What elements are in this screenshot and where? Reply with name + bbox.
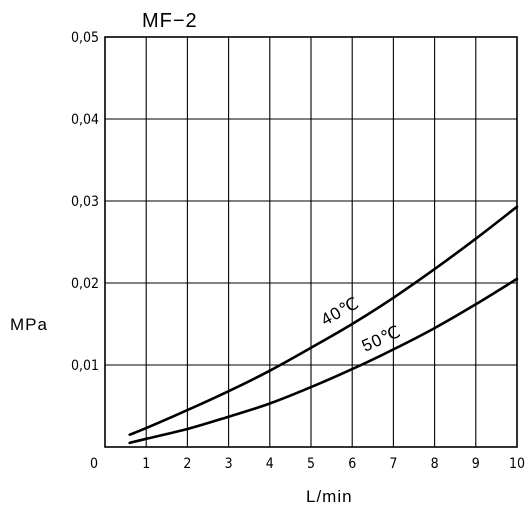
x-tick-label: 8 (431, 456, 439, 472)
grid (105, 37, 517, 447)
x-tick-label: 3 (225, 456, 233, 472)
curves (128, 205, 519, 445)
x-tick-label: 7 (389, 456, 397, 472)
series-label-50c: 50℃ (359, 322, 404, 356)
y-tick-label: 0,05 (71, 30, 99, 46)
y-tick-label: 0,03 (71, 194, 99, 210)
x-tick-labels: 0 1 2 3 4 5 6 7 8 9 10 (90, 456, 525, 472)
series-line-50c (128, 277, 519, 445)
x-tick-label: 6 (348, 456, 356, 472)
x-tick-label: 4 (266, 456, 274, 472)
x-tick-label: 2 (183, 456, 191, 472)
plot-frame (104, 36, 518, 448)
series-line-40c (128, 205, 519, 436)
y-axis-label: MPa (10, 315, 48, 334)
y-tick-label: 0,02 (71, 276, 99, 292)
x-tick-label: 9 (472, 456, 480, 472)
x-tick-label: 0 (90, 456, 98, 472)
series-label-40c: 40℃ (318, 293, 363, 330)
y-tick-label: 0,01 (71, 358, 99, 374)
x-axis-label: L/min (306, 487, 353, 506)
x-tick-label: 1 (142, 456, 150, 472)
x-tick-label: 5 (307, 456, 315, 472)
y-tick-label: 0,04 (71, 112, 99, 128)
y-tick-labels: 0,01 0,02 0,03 0,04 0,05 (71, 30, 99, 374)
x-tick-label: 10 (509, 456, 525, 472)
chart-title: MF−2 (142, 10, 198, 32)
